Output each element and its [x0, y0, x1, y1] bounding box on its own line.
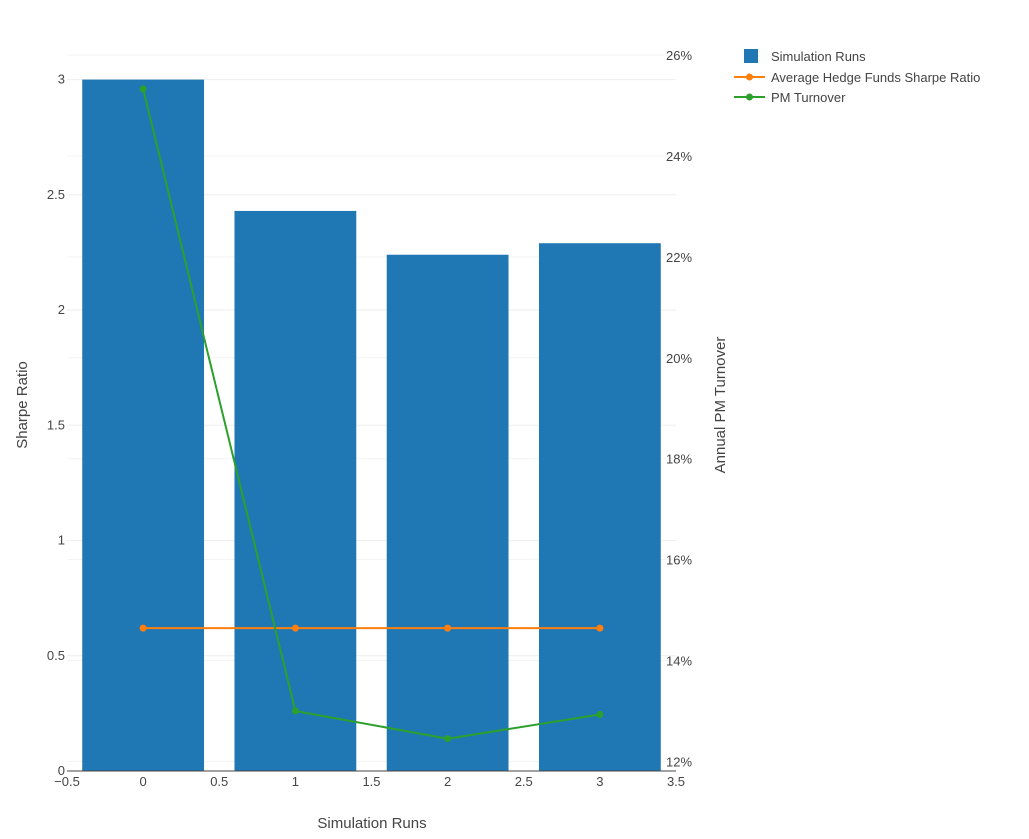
x-tick-label: 2 — [444, 774, 451, 789]
y2-tick-label: 12% — [666, 754, 692, 769]
bar — [234, 210, 357, 771]
y2-axis-title: Annual PM Turnover — [712, 337, 729, 474]
series-point — [291, 624, 299, 632]
y-tick-label: 2 — [58, 302, 65, 317]
bar — [82, 79, 205, 772]
bar — [386, 254, 509, 771]
x-tick-label: 3 — [596, 774, 603, 789]
series-point — [139, 85, 147, 93]
series-point — [596, 624, 604, 632]
series-point — [596, 710, 604, 718]
series-point — [444, 624, 452, 632]
y2-tick-label: 20% — [666, 351, 692, 366]
bar — [538, 243, 661, 771]
y-tick-label: 3 — [58, 72, 65, 87]
x-tick-label: 0 — [140, 774, 147, 789]
x-tick-label: −0.5 — [54, 774, 80, 789]
axes: 0 0.5 1 1.5 2 2.5 3 12% 14% 16% 18% 20% 22% 24% 26% −0.… — [47, 48, 693, 789]
legend-label-simulation-runs: Simulation Runs — [771, 49, 866, 64]
y2-tick-label: 22% — [666, 250, 692, 265]
x-tick-label: 3.5 — [667, 774, 685, 789]
y-tick-label: 0.5 — [47, 648, 65, 663]
legend[interactable]: Simulation Runs Average Hedge Funds Shar… — [734, 49, 980, 105]
y2-tick-label: 24% — [666, 149, 692, 164]
x-axis-title: Simulation Runs — [317, 815, 426, 832]
bars — [82, 79, 661, 772]
y2-tick-label: 14% — [666, 654, 692, 669]
y2-tick-label: 26% — [666, 48, 692, 63]
legend-item-simulation-runs[interactable]: Simulation Runs — [744, 49, 866, 64]
x-tick-label: 2.5 — [515, 774, 533, 789]
legend-marker-average-hedge-funds — [746, 73, 753, 81]
series-point — [139, 624, 147, 632]
y-tick-label: 2.5 — [47, 187, 65, 202]
legend-item-pm-turnover[interactable]: PM Turnover — [734, 90, 846, 105]
legend-item-average-hedge-funds-sharpe-ratio[interactable]: Average Hedge Funds Sharpe Ratio — [734, 70, 980, 85]
legend-marker-pm-turnover — [746, 93, 753, 101]
x-tick-label: 0.5 — [210, 774, 228, 789]
series-point — [444, 735, 452, 743]
lines — [139, 85, 604, 743]
legend-label-average-hedge-funds-sharpe-ratio: Average Hedge Funds Sharpe Ratio — [771, 70, 980, 85]
legend-label-pm-turnover: PM Turnover — [771, 90, 846, 105]
y-tick-label: 1 — [58, 533, 65, 548]
legend-swatch-simulation-runs — [744, 49, 758, 63]
y2-tick-label: 18% — [666, 452, 692, 467]
y-tick-label: 0 — [58, 763, 65, 778]
series-line — [142, 88, 601, 740]
series-point — [291, 707, 299, 715]
y-axis-title: Sharpe Ratio — [14, 361, 31, 449]
y2-tick-label: 16% — [666, 553, 692, 568]
x-tick-label: 1.5 — [362, 774, 380, 789]
y-tick-label: 1.5 — [47, 417, 65, 432]
x-tick-label: 1 — [292, 774, 299, 789]
